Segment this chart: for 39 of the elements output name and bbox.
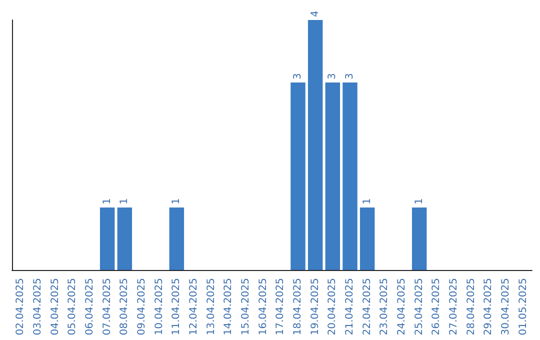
x-tick-label: 09.04.2025 [136,278,148,336]
x-tick-label: 25.04.2025 [414,278,425,336]
x-tick-label: 02.04.2025 [15,278,26,336]
x-tick-label: 15.04.2025 [240,278,252,336]
data-label: 4 [310,10,321,17]
x-tick-label: 16.04.2025 [258,278,269,336]
data-label: 3 [344,73,356,80]
x-tick-label: 19.04.2025 [310,278,321,336]
x-tick-label: 24.04.2025 [396,278,408,336]
x-tick-label: 13.04.2025 [206,278,217,336]
x-tick-label: 05.04.2025 [67,278,78,336]
x-tick-label: 03.04.2025 [32,278,44,336]
data-label: 1 [414,198,425,204]
x-tick-label: 20.04.2025 [327,278,338,336]
x-tick-label: 04.04.2025 [50,278,61,336]
x-tick-label: 29.04.2025 [483,278,494,336]
x-tick-label: 14.04.2025 [223,278,234,336]
data-label: 3 [327,73,338,80]
x-tick-label: 21.04.2025 [344,278,356,336]
data-label: 1 [171,198,182,204]
data-label: 1 [362,198,373,204]
x-tick-label: 06.04.2025 [84,278,96,336]
x-tick-label: 28.04.2025 [466,278,477,336]
x-tick-label: 26.04.2025 [431,278,442,336]
data-label: 1 [102,198,113,204]
x-tick-label: 18.04.2025 [292,278,304,336]
data-label: 3 [292,73,304,80]
x-tick-label: 08.04.2025 [119,278,130,336]
x-tick-label: 27.04.2025 [448,278,460,336]
data-label: 1 [119,198,130,204]
x-tick-label: 11.04.2025 [171,278,182,336]
x-tick-label: 30.04.2025 [500,278,512,336]
x-tick-label: 10.04.2025 [154,278,165,336]
x-tick-label: 07.04.2025 [102,278,113,336]
x-tick-label: 23.04.2025 [379,278,390,336]
x-tick-label: 12.04.2025 [188,278,200,336]
x-tick-label: 01.05.2025 [518,278,529,336]
x-tick-label: 17.04.2025 [275,278,286,336]
x-tick-label: 22.04.2025 [362,278,373,336]
